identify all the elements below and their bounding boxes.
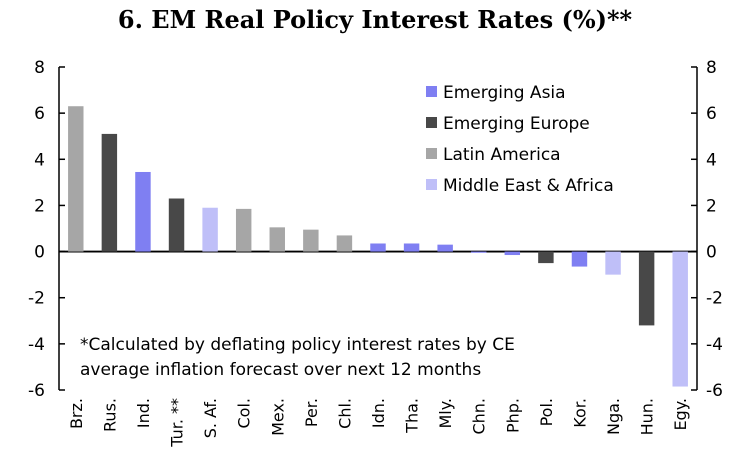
y-tick-label-right: 8 <box>706 58 717 78</box>
legend-label: Latin America <box>443 145 561 165</box>
bar <box>403 243 420 252</box>
bar <box>303 229 319 252</box>
y-tick-label-left: 4 <box>34 150 45 170</box>
y-tick-label-right: -2 <box>706 289 723 309</box>
bar <box>538 251 554 264</box>
x-tick-label: Nga. <box>604 398 623 435</box>
y-tick-label-right: 2 <box>706 196 717 216</box>
y-tick-label-right: -6 <box>706 381 723 401</box>
bar <box>638 251 655 326</box>
bar <box>235 208 252 252</box>
x-tick-label: Per. <box>302 398 321 427</box>
legend-label: Emerging Europe <box>443 114 590 134</box>
bar <box>135 171 151 252</box>
x-tick-label: Chn. <box>470 398 489 435</box>
x-tick-label: Egy. <box>671 398 690 431</box>
legend: Emerging Asia Emerging Europe Latin Americ… <box>426 83 614 196</box>
bar <box>269 227 285 252</box>
bar <box>336 235 353 252</box>
chart-title: 6. EM Real Policy Interest Rates (%)** <box>118 5 633 34</box>
axes: 8 8 6 6 4 4 2 2 0 0 -2 -2 -4 -4 -6 -6 <box>28 58 723 401</box>
bar <box>370 243 386 252</box>
bar <box>571 251 588 267</box>
annotation-line-2: average inflation forecast over next 12 … <box>80 360 481 380</box>
x-tick-label: Idn. <box>369 398 388 428</box>
x-tick-label: Php. <box>503 398 522 433</box>
y-tick-label-left: 0 <box>34 243 45 263</box>
x-tick-label: Tur. ** <box>168 398 187 448</box>
bar <box>168 198 185 252</box>
y-tick-label-left: 6 <box>34 104 45 124</box>
x-tick-label: Hun. <box>638 398 657 435</box>
legend-swatch <box>426 86 437 97</box>
legend-swatch <box>426 148 437 159</box>
x-tick-label: S. Af. <box>201 398 220 438</box>
y-tick-label-left: 8 <box>34 58 45 78</box>
legend-swatch <box>426 179 437 190</box>
x-tick-label: Chl. <box>335 398 354 429</box>
bar <box>605 251 621 275</box>
y-tick-label-right: 4 <box>706 150 717 170</box>
bar <box>437 244 453 252</box>
x-tick-label: Rus. <box>100 398 119 432</box>
x-tick-label: Kor. <box>570 398 589 428</box>
x-tick-label: Brz. <box>67 398 86 429</box>
bar <box>471 251 487 253</box>
x-tick-label: Col. <box>235 398 254 429</box>
y-tick-label-right: 6 <box>706 104 717 124</box>
x-tick-label: Tha. <box>403 398 422 434</box>
bar <box>672 251 688 387</box>
bar <box>68 106 84 252</box>
legend-swatch <box>426 117 437 128</box>
bar <box>504 251 521 256</box>
x-tick-label: Mex. <box>268 398 287 436</box>
y-tick-label-left: -4 <box>28 335 45 355</box>
y-tick-label-right: 0 <box>706 243 717 263</box>
annotation-line-1: *Calculated by deflating policy interest… <box>80 335 515 355</box>
x-tick-label: Mly. <box>436 398 455 429</box>
bars <box>68 106 688 387</box>
legend-label: Emerging Asia <box>443 83 566 103</box>
x-tick-labels: Brz. Rus. Ind. Tur. ** S. Af. Col. Mex. Per. Chl… <box>67 398 690 448</box>
y-tick-label-right: -4 <box>706 335 723 355</box>
legend-label: Middle East & Africa <box>443 176 614 196</box>
y-tick-label-left: -6 <box>28 381 45 401</box>
x-tick-label: Pol. <box>537 398 556 426</box>
bar <box>202 207 218 252</box>
y-tick-label-left: -2 <box>28 289 45 309</box>
annotation: *Calculated by deflating policy interest… <box>80 335 515 380</box>
x-tick-label: Ind. <box>134 398 153 428</box>
bar <box>101 133 118 252</box>
y-tick-label-left: 2 <box>34 196 45 216</box>
